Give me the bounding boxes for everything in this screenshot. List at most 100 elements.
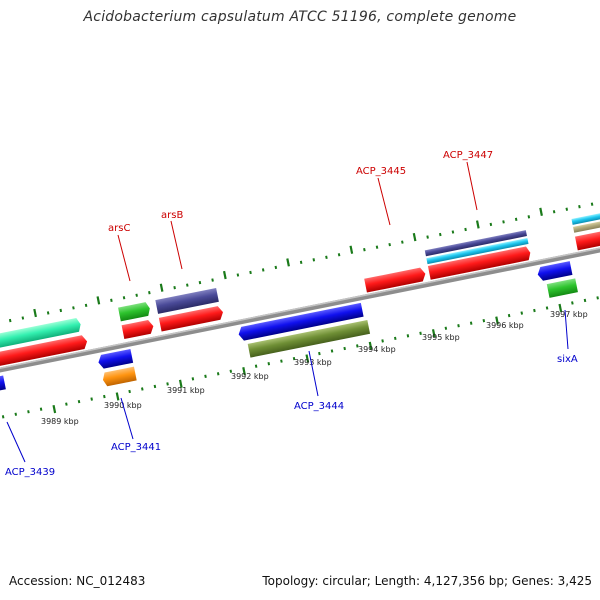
forward-scale-track — [8, 202, 594, 323]
scale-tick — [412, 232, 417, 242]
scale-tick — [596, 296, 599, 300]
scale-tick — [426, 235, 429, 239]
scale-tick — [419, 331, 422, 335]
gene-label-ACP_3445: ACP_3445 — [356, 166, 406, 177]
gene-arrow-forward[interactable] — [573, 217, 600, 233]
scale-tick — [191, 377, 195, 381]
scale-tick — [502, 220, 505, 224]
gene-arrow-forward[interactable] — [364, 267, 427, 293]
scale-tick — [439, 232, 442, 237]
scale-tick — [507, 313, 511, 318]
gene-arrow-forward[interactable] — [155, 288, 219, 314]
scale-tick — [159, 283, 164, 292]
gene-arrow-reverse[interactable] — [546, 278, 578, 298]
scale-tick — [261, 268, 265, 272]
gene-arrow-forward[interactable] — [426, 238, 529, 265]
scale-tick — [96, 296, 101, 305]
scale-tick — [583, 298, 587, 303]
scale-tick — [216, 372, 220, 376]
scale-tick — [489, 222, 493, 227]
scale-tick — [229, 369, 233, 373]
gene-arrow-forward[interactable] — [575, 226, 600, 251]
scale-tick — [406, 334, 410, 338]
scale-tick — [388, 242, 391, 247]
scale-tick — [469, 321, 473, 325]
scale-tick — [343, 346, 346, 351]
scale-tick — [222, 270, 227, 280]
scale-tick — [242, 367, 246, 376]
gene-arrow-reverse[interactable] — [0, 375, 6, 394]
scale-tick — [312, 258, 316, 262]
scale-tick — [337, 253, 341, 257]
scale-tick — [254, 364, 258, 368]
scale-tick — [464, 227, 467, 232]
scale-tick — [72, 306, 75, 310]
scale-tick — [204, 374, 207, 378]
gene-arrow-reverse[interactable] — [97, 349, 134, 369]
scale-tick — [318, 351, 321, 356]
scale-tick — [166, 382, 169, 386]
gene-arrow-forward[interactable] — [0, 335, 88, 371]
scale-tick — [578, 205, 581, 209]
map-title: Acidobacterium capsulatum ATCC 51196, co… — [83, 9, 517, 25]
scale-tick — [115, 392, 120, 401]
gene-arrow-forward[interactable] — [427, 246, 532, 280]
scale-tick — [90, 397, 93, 401]
scale-tick — [198, 280, 202, 285]
scale-tick — [27, 410, 30, 414]
scale-label-3997: 3997 kbp — [550, 310, 588, 319]
scale-tick — [558, 303, 563, 313]
scale-tick — [330, 349, 334, 353]
gene-arrow-forward[interactable] — [424, 230, 527, 257]
scale-tick — [381, 339, 384, 343]
scale-tick — [211, 278, 214, 282]
scale-tick — [451, 230, 455, 234]
scale-tick — [457, 324, 460, 328]
scale-tick — [267, 361, 271, 366]
scale-label-3991: 3991 kbp — [167, 386, 205, 395]
scale-tick — [305, 354, 310, 363]
scale-tick — [475, 220, 480, 229]
gene-arrow-forward[interactable] — [121, 319, 155, 340]
scale-label-3995: 3995 kbp — [422, 333, 460, 342]
gene-arrow-reverse[interactable] — [247, 319, 371, 358]
gene-arrow-reverse[interactable] — [102, 366, 137, 387]
scale-tick — [363, 248, 366, 252]
scale-tick — [46, 311, 50, 315]
accession-text: Accession: NC_012483 — [9, 574, 146, 588]
gene-arrow-forward[interactable] — [118, 302, 151, 322]
scale-tick — [527, 215, 531, 219]
scale-tick — [299, 260, 303, 265]
scale-tick — [21, 316, 25, 320]
gene-label-ACP_3447: ACP_3447 — [443, 150, 493, 161]
scale-tick — [349, 245, 354, 254]
scale-tick — [375, 245, 379, 249]
scale-tick — [393, 336, 397, 341]
scale-tick — [148, 291, 151, 295]
scale-tick — [545, 306, 549, 310]
scale-tick — [533, 308, 536, 313]
scale-tick — [280, 359, 283, 363]
gene-label-ACP_3444: ACP_3444 — [294, 401, 344, 412]
scale-tick — [520, 311, 524, 315]
gene-arrow-reverse[interactable] — [237, 302, 364, 341]
scale-label-3993: 3993 kbp — [294, 358, 332, 367]
reverse-scale-track — [1, 296, 599, 419]
scale-tick — [8, 318, 12, 323]
scale-tick — [249, 270, 252, 275]
scale-tick — [571, 301, 574, 305]
scale-tick — [110, 298, 113, 302]
gene-arrow-forward[interactable] — [158, 305, 225, 332]
gene-arrow-reverse[interactable] — [536, 261, 573, 281]
scale-tick — [565, 207, 569, 211]
gene-arrow-forward[interactable] — [0, 317, 82, 353]
scale-tick — [590, 202, 594, 206]
scale-label-3996: 3996 kbp — [486, 321, 524, 330]
scale-tick — [186, 283, 189, 287]
gene-label-arsB: arsB — [161, 210, 183, 221]
scale-tick — [286, 258, 290, 267]
gene-arrow-forward[interactable] — [571, 209, 600, 225]
gene-label-arsC: arsC — [108, 223, 130, 234]
scale-tick — [59, 308, 63, 313]
scale-tick — [495, 316, 499, 325]
